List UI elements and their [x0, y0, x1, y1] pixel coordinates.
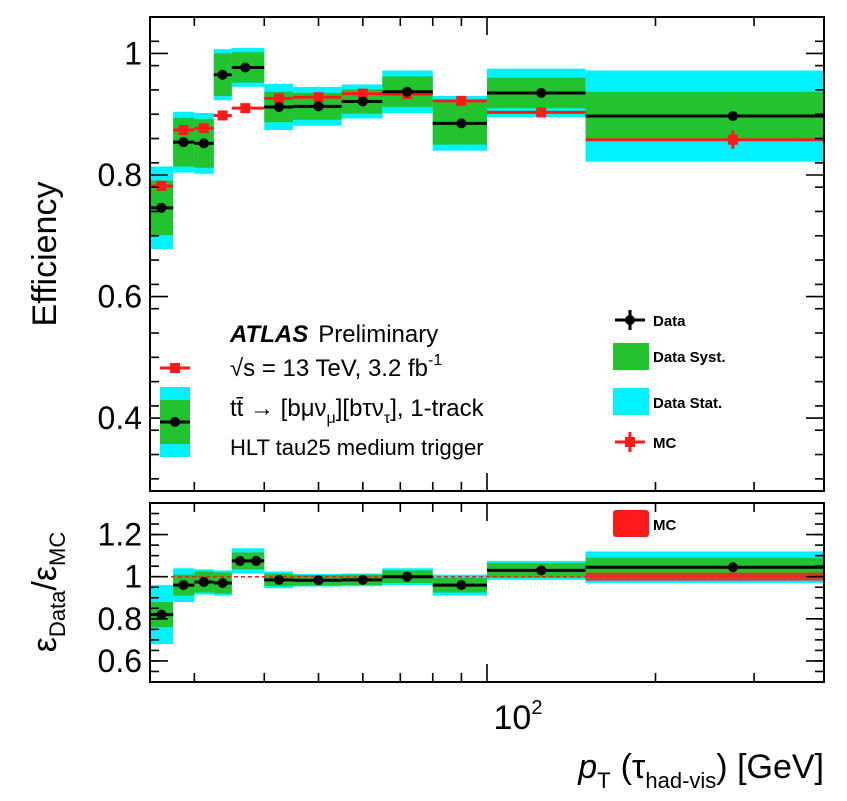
ratio-y-ticks: 0.6 0.8 1 1.2 — [98, 512, 824, 679]
preliminary-text: Preliminary — [318, 321, 438, 348]
mc-point-5 — [273, 93, 284, 104]
ratio-point-10 — [456, 580, 467, 591]
energy-text: s = 13 TeV, 3.2 fb — [243, 355, 428, 382]
ratio-point-1 — [178, 580, 189, 591]
efficiency-y-ticks: 0.4 0.6 0.8 1 — [98, 35, 824, 480]
atlas-label: ATLAS Preliminary — [229, 321, 438, 348]
data-point-10 — [536, 87, 547, 98]
process-sub-tau: τ — [384, 410, 391, 427]
y-tick-label-1: 0.6 — [98, 279, 142, 315]
data-point-7 — [357, 96, 368, 107]
legend-syst-label: Data Syst. — [653, 349, 726, 366]
ratio-label-slash: /ε — [26, 566, 64, 591]
process-part-b: ][bτν — [336, 395, 384, 422]
x-label-unit: ) [GeV] — [716, 748, 824, 786]
ratio-point-9 — [402, 571, 413, 582]
ratio-point-2 — [198, 576, 209, 587]
energy-label: √s = 13 TeV, 3.2 fb-1 — [230, 352, 442, 382]
x-tick-label-base: 10 — [494, 699, 532, 737]
mc-point-1 — [178, 125, 189, 136]
data-point-9 — [456, 118, 467, 129]
ratio-label-sub-mc: MC — [45, 532, 70, 566]
ratio-y-tick-label-3: 1.2 — [98, 517, 142, 553]
ratio-mc-band — [585, 572, 824, 581]
legend-mc-label: MC — [653, 435, 676, 452]
ratio-point-8 — [357, 574, 368, 585]
efficiency-panel-marks — [150, 47, 824, 250]
legend-data-label: Data — [653, 313, 686, 330]
data-point-1 — [178, 137, 189, 148]
annotation-data-dot — [170, 417, 180, 427]
legend-stat-swatch — [613, 388, 649, 415]
process-label: tt̄ → [bμνμ][bτντ], 1-track — [230, 395, 485, 427]
ratio-point-6 — [273, 574, 284, 585]
ratio-point-0 — [156, 609, 167, 620]
mc-point-9 — [456, 95, 467, 106]
ratio-label-sub-data: Data — [45, 590, 70, 637]
data-point-0 — [156, 202, 167, 213]
ratio-label-epsilon: ε — [26, 637, 64, 652]
x-axis-label: pT (τhad-vis) [GeV] — [577, 748, 824, 793]
ratio-panel-marks — [150, 548, 824, 645]
ratio-legend: MC — [613, 510, 676, 537]
mc-point-10 — [536, 107, 547, 118]
ratio-legend-mc-swatch — [613, 510, 649, 537]
trigger-label: HLT tau25 medium trigger — [230, 435, 484, 460]
data-point-8 — [402, 86, 413, 97]
y-axis-label-efficiency: Efficiency — [26, 182, 64, 327]
process-sub-mu: μ — [327, 410, 336, 427]
x-label-sub-had-vis: had-vis — [645, 768, 716, 793]
ratio-point-7 — [313, 575, 324, 586]
mc-point-4 — [240, 103, 251, 114]
legend-stat-label: Data Stat. — [653, 395, 722, 412]
mc-point-11 — [727, 134, 738, 145]
ratio-y-tick-label-2: 1 — [124, 559, 142, 595]
x-axis-ticks — [193, 17, 825, 682]
mc-point-2 — [198, 123, 209, 134]
x-tick-label-exponent: 2 — [531, 697, 542, 719]
legend-data-dot — [625, 315, 635, 325]
data-point-3 — [217, 69, 228, 80]
data-point-2 — [198, 138, 209, 149]
y-tick-label-0: 0.4 — [98, 400, 142, 436]
sqrt-symbol: √ — [230, 355, 244, 382]
x-tick-label-100: 102 — [494, 697, 543, 737]
data-point-5 — [273, 101, 284, 112]
x-label-p: p — [577, 748, 597, 786]
mc-point-7 — [357, 88, 368, 99]
legend-mc-marker — [625, 437, 635, 447]
ratio-legend-mc-label: MC — [653, 517, 676, 534]
y-tick-label-3: 1 — [124, 35, 142, 71]
data-point-11 — [727, 111, 738, 122]
ratio-point-4 — [234, 555, 245, 566]
ratio-point-11 — [536, 565, 547, 576]
annotation-marker-samples — [160, 363, 190, 457]
mc-point-3 — [217, 110, 228, 121]
annotation-mc-marker — [170, 363, 180, 373]
process-part-c: ], 1-track — [390, 395, 484, 422]
y-axis-label-ratio: εData/εMC — [26, 532, 70, 653]
data-point-6 — [313, 101, 324, 112]
data-point-4 — [240, 62, 251, 73]
x-label-sub-t: T — [597, 768, 610, 793]
y-tick-label-2: 0.8 — [98, 157, 142, 193]
mc-point-0 — [156, 180, 167, 191]
ratio-y-tick-label-0: 0.6 — [98, 643, 142, 679]
ratio-point-5 — [251, 555, 262, 566]
legend-syst-swatch — [613, 343, 649, 370]
ratio-point-3 — [217, 578, 228, 589]
energy-exponent: -1 — [428, 352, 442, 369]
process-part-a: tt̄ → [bμν — [230, 395, 327, 422]
ratio-point-12 — [727, 562, 738, 573]
legend: Data Data Syst. Data Stat. MC — [613, 310, 726, 452]
mc-point-6 — [313, 92, 324, 103]
ratio-y-tick-label-1: 0.8 — [98, 601, 142, 637]
x-label-tau: (τ — [621, 748, 646, 786]
atlas-text: ATLAS — [229, 321, 308, 348]
